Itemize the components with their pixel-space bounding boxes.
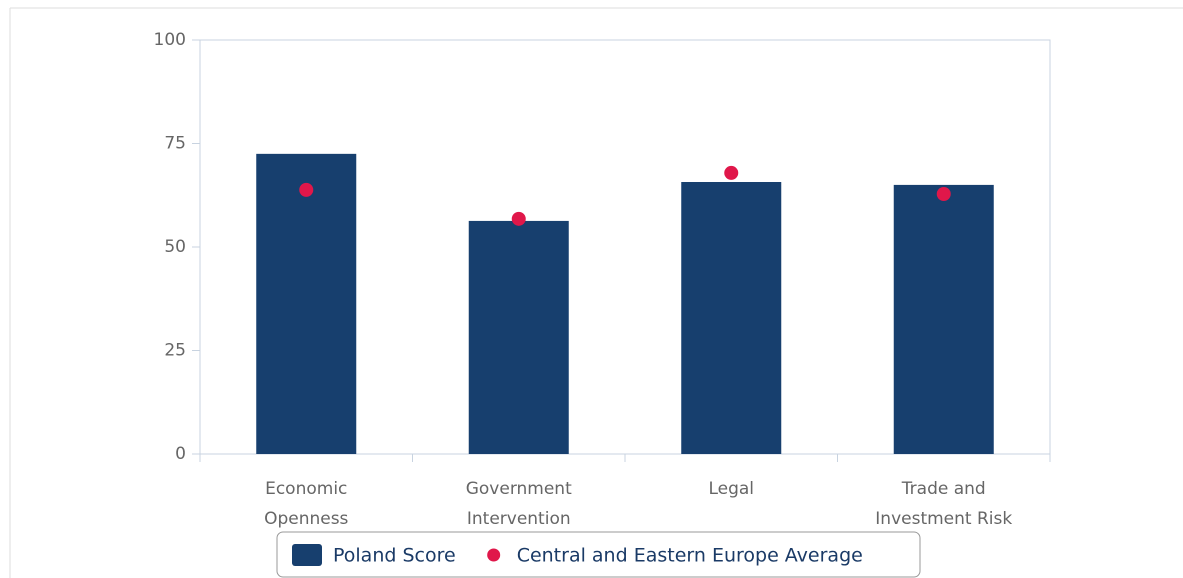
legend-swatch [292, 544, 322, 566]
x-tick-label: Openness [264, 509, 348, 529]
bar [893, 184, 994, 454]
legend-box [276, 531, 921, 578]
x-tick-label: Trade and [901, 479, 986, 499]
legend-label: Central and Eastern Europe Average [517, 545, 863, 567]
y-tick-label: 0 [175, 444, 186, 464]
legend-label: Poland Score [333, 545, 456, 567]
bar [256, 153, 357, 454]
x-tick-label: Legal [708, 479, 754, 499]
point [299, 182, 314, 197]
bar [681, 182, 782, 454]
bar [468, 220, 569, 454]
y-tick-label: 75 [164, 134, 186, 154]
legend-swatch [487, 548, 501, 562]
x-tick-label: Investment Risk [875, 509, 1012, 529]
y-tick-label: 25 [164, 341, 186, 361]
x-tick-label: Intervention [467, 509, 571, 529]
y-tick-label: 50 [164, 237, 186, 257]
point [724, 165, 739, 180]
y-tick-label: 100 [154, 30, 186, 50]
point [511, 211, 526, 226]
x-tick-label: Economic [265, 479, 347, 499]
point [936, 187, 951, 202]
x-tick-label: Government [466, 479, 572, 499]
